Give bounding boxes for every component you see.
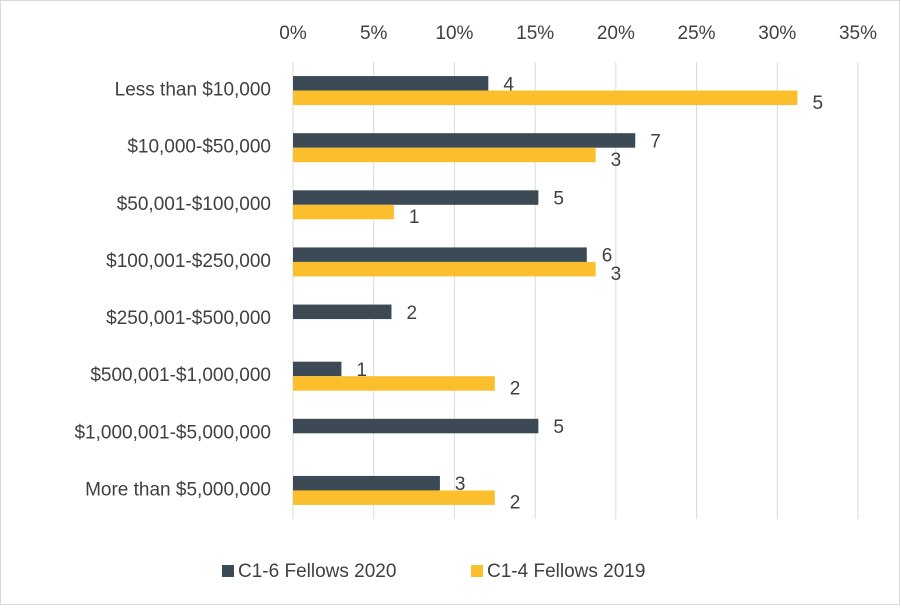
data-label: 1 xyxy=(409,207,420,228)
data-label: 5 xyxy=(812,93,823,114)
x-tick-label: 30% xyxy=(758,23,796,44)
y-tick-label: More than $5,000,000 xyxy=(85,479,271,500)
y-tick-label: $10,000-$50,000 xyxy=(127,137,271,158)
data-label: 2 xyxy=(510,493,521,514)
x-tick-label: 10% xyxy=(435,23,473,44)
y-tick-label: $1,000,001-$5,000,000 xyxy=(74,422,271,443)
bar xyxy=(293,133,636,148)
data-label: 2 xyxy=(406,303,417,324)
x-tick-label: 15% xyxy=(516,23,554,44)
data-label: 4 xyxy=(503,74,514,95)
x-tick-label: 5% xyxy=(360,23,388,44)
x-tick-label: 25% xyxy=(678,23,716,44)
bar xyxy=(293,361,342,377)
y-tick-label: $250,001-$500,000 xyxy=(106,308,271,329)
legend-label: C1-4 Fellows 2019 xyxy=(487,561,645,582)
data-label: 1 xyxy=(356,360,367,381)
bar xyxy=(293,76,489,91)
y-tick-label: Less than $10,000 xyxy=(115,80,271,101)
y-tick-label: $100,001-$250,000 xyxy=(106,251,271,272)
data-label: 5 xyxy=(553,189,564,210)
bar xyxy=(293,90,798,106)
bar xyxy=(293,418,539,434)
data-label: 3 xyxy=(611,150,622,171)
data-label: 7 xyxy=(650,131,661,152)
bar xyxy=(293,376,495,391)
data-label: 2 xyxy=(510,378,521,399)
x-tick-label: 20% xyxy=(597,23,635,44)
bar xyxy=(293,261,596,277)
bar xyxy=(293,190,539,205)
bar xyxy=(293,204,394,220)
bar xyxy=(293,304,392,320)
data-label: 3 xyxy=(611,264,622,285)
legend-label: C1-6 Fellows 2020 xyxy=(238,561,396,582)
y-tick-label: $50,001-$100,000 xyxy=(117,194,271,215)
bar xyxy=(293,147,596,163)
bar xyxy=(293,490,495,505)
bar xyxy=(293,247,587,262)
y-tick-label: $500,001-$1,000,000 xyxy=(90,365,271,386)
legend-swatch xyxy=(471,565,483,577)
x-tick-label: 0% xyxy=(279,23,307,44)
bar xyxy=(293,475,440,491)
x-tick-label: 35% xyxy=(839,23,877,44)
data-label: 3 xyxy=(455,474,466,495)
data-label: 6 xyxy=(602,246,613,267)
data-label: 5 xyxy=(553,417,564,438)
legend-swatch xyxy=(222,565,234,577)
